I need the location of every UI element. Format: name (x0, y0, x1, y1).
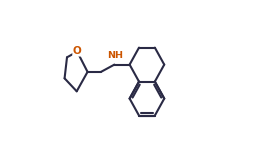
Text: NH: NH (107, 51, 123, 60)
Text: O: O (73, 46, 81, 56)
